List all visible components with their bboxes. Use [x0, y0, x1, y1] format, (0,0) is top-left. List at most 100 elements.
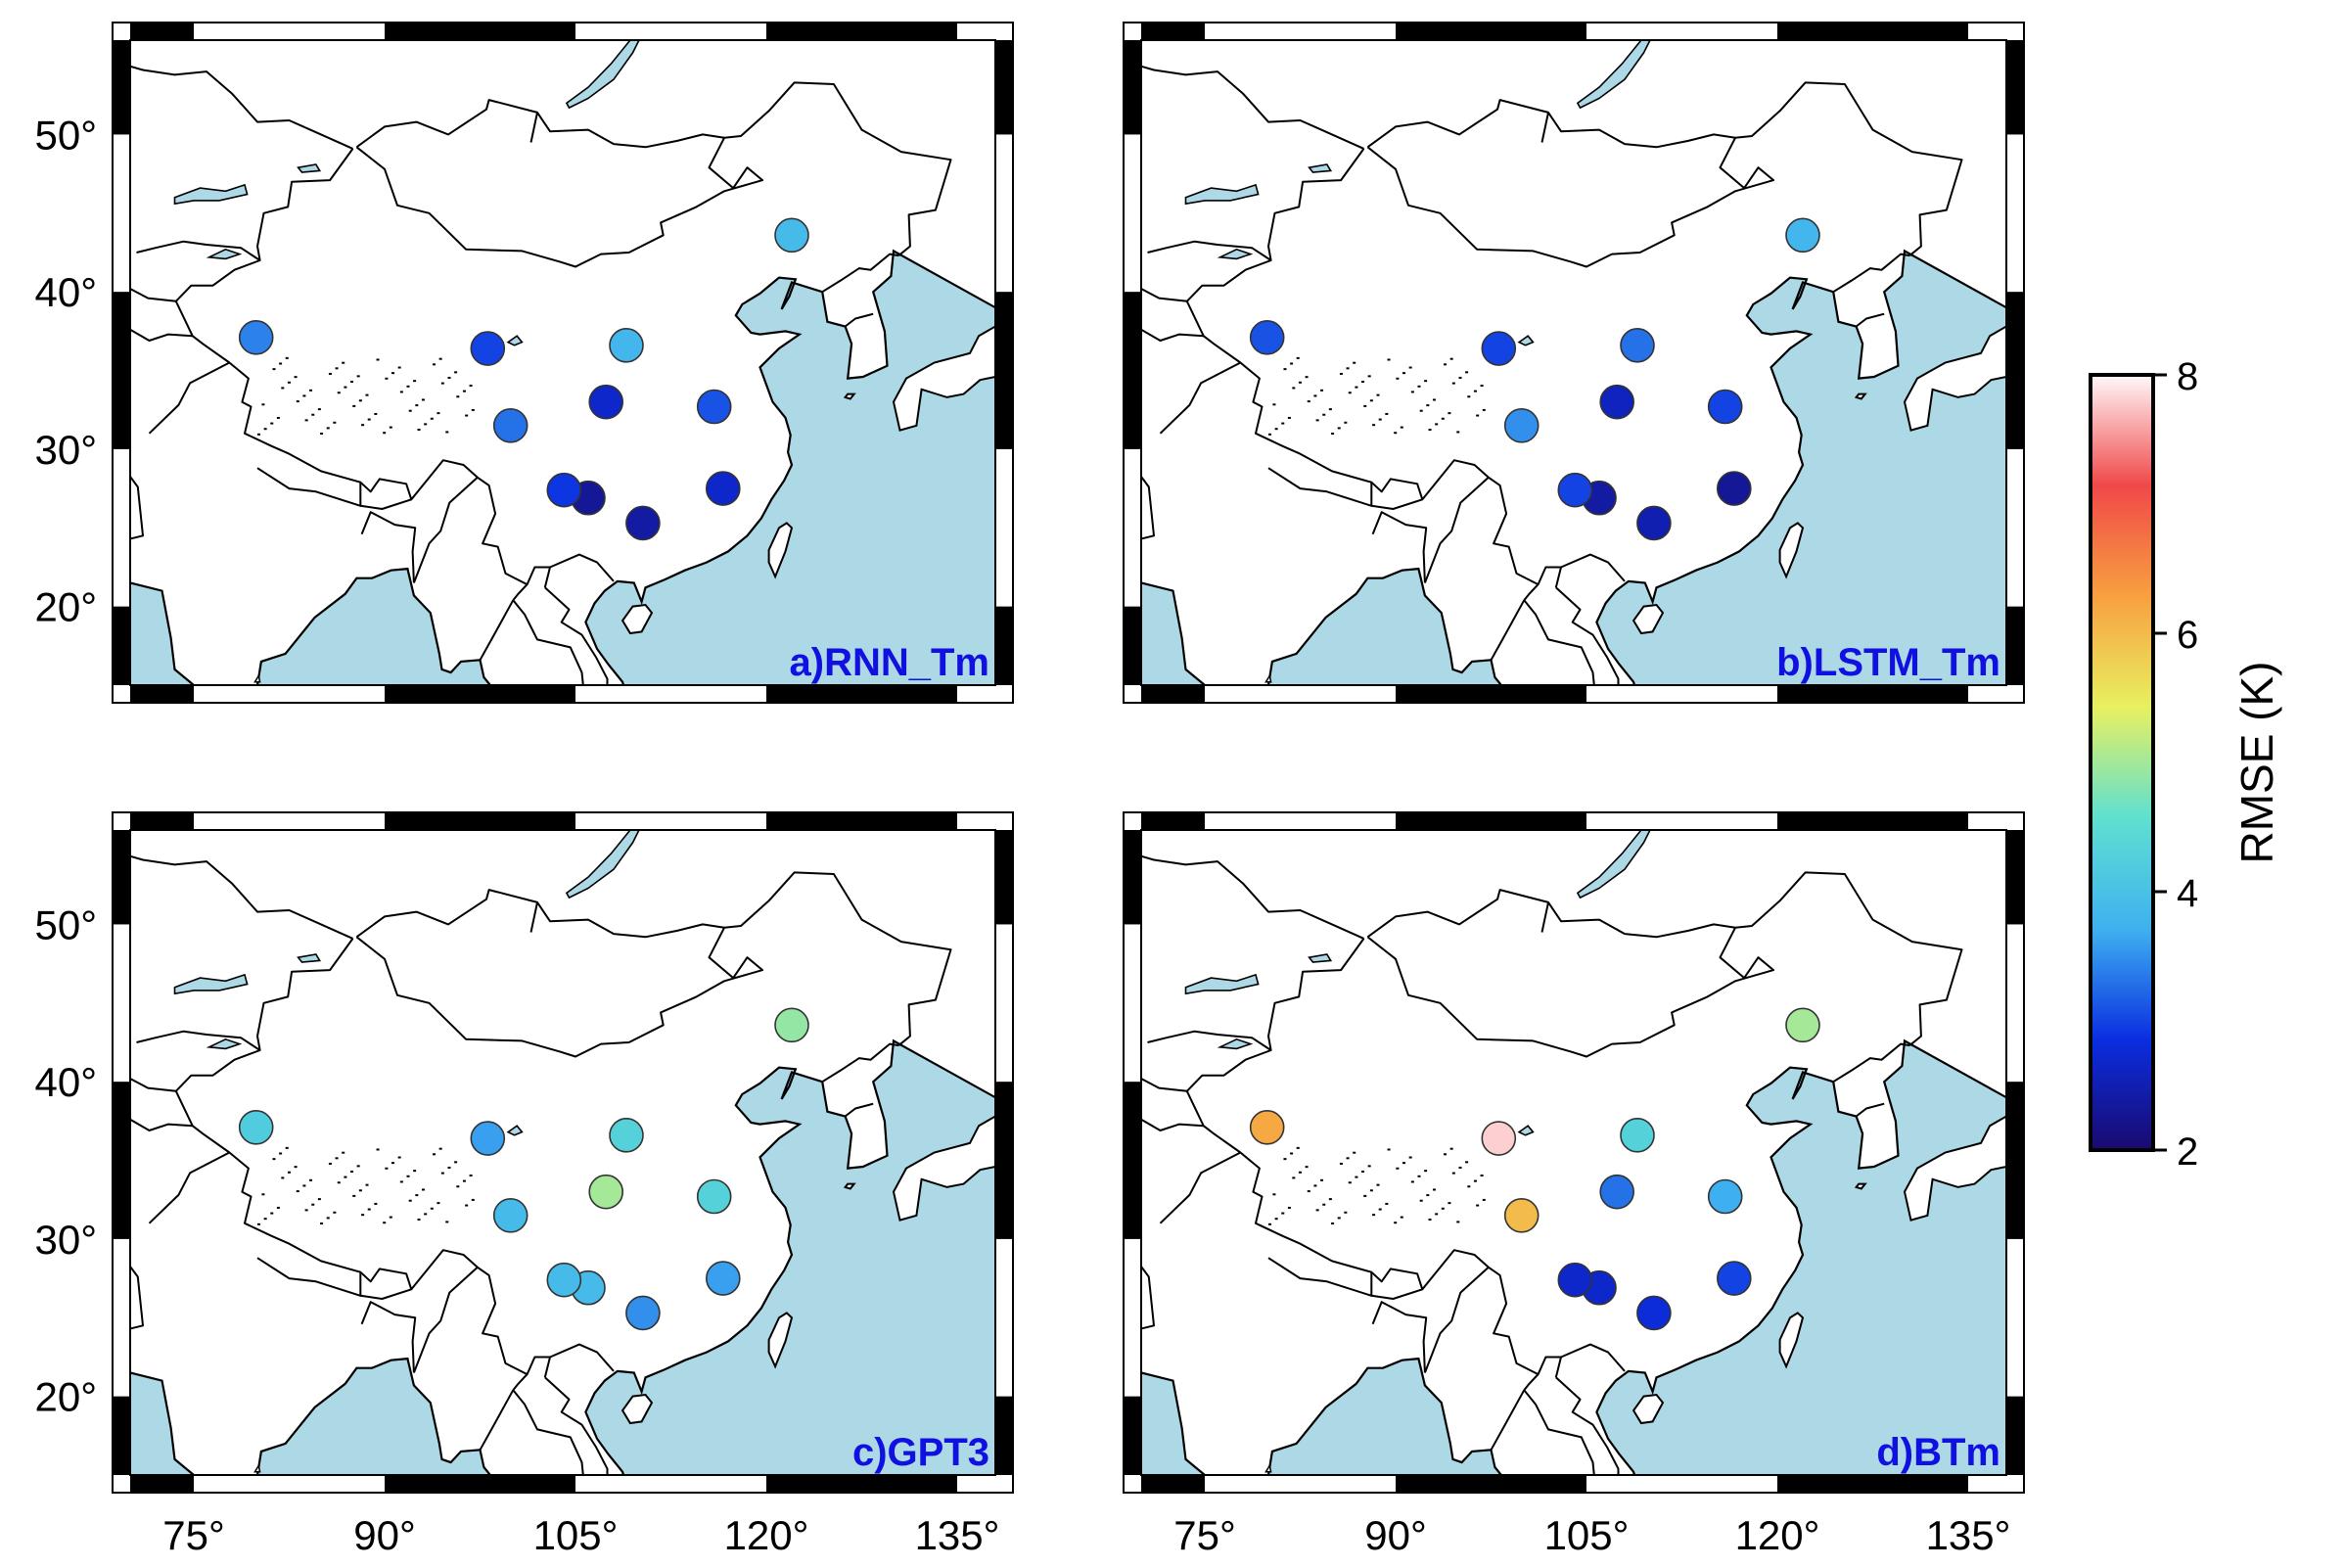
- lat-tick-label: 20°: [34, 584, 97, 630]
- small-lake: [413, 380, 417, 383]
- small-lake: [376, 358, 380, 361]
- small-lake: [317, 1198, 321, 1201]
- small-lake: [1307, 1190, 1310, 1193]
- country-border: [130, 1265, 144, 1330]
- ocean-arabian-sea: [1141, 1370, 1207, 1475]
- small-lake: [1339, 372, 1343, 375]
- country-border: [1540, 112, 1549, 143]
- station-marker: [696, 1178, 732, 1215]
- small-lake: [342, 361, 345, 364]
- country-border: [360, 511, 417, 583]
- small-lake: [1339, 1162, 1343, 1165]
- small-lake: [257, 1222, 260, 1225]
- small-lake: [1361, 380, 1365, 383]
- lake: [1184, 183, 1260, 206]
- country-border: [130, 287, 176, 302]
- small-lake: [335, 367, 339, 370]
- lon-tick-label: 120°: [1735, 1512, 1820, 1558]
- country-border: [1159, 361, 1241, 435]
- island: [767, 522, 794, 579]
- small-lake: [1353, 361, 1356, 364]
- colorbar-tick-label: 4: [2177, 872, 2198, 915]
- small-lake: [1296, 356, 1300, 359]
- small-lake: [356, 1165, 360, 1168]
- small-lake: [1272, 1193, 1276, 1196]
- small-lake: [1480, 385, 1484, 388]
- small-lake: [270, 422, 274, 425]
- small-lake: [1296, 1146, 1300, 1149]
- small-lake: [1417, 1175, 1421, 1177]
- small-lake: [424, 423, 428, 426]
- small-lake: [1428, 1219, 1432, 1222]
- small-lake: [361, 1214, 365, 1217]
- country-border: [1147, 1030, 1272, 1051]
- country-border: [1371, 1301, 1428, 1373]
- country-border: [1855, 312, 1885, 328]
- small-lake: [1376, 1183, 1380, 1186]
- small-lake: [1274, 1218, 1278, 1221]
- small-lake: [447, 1166, 451, 1169]
- station-marker: [1557, 1262, 1593, 1298]
- small-lake: [261, 1193, 265, 1196]
- country-border: [148, 361, 230, 435]
- station-marker: [705, 1261, 741, 1296]
- country-border: [543, 567, 551, 588]
- small-lake: [1476, 1204, 1480, 1207]
- small-lake: [397, 366, 401, 369]
- small-lake: [1444, 1153, 1448, 1156]
- country-border: [512, 1389, 584, 1475]
- map-panel: c)GPT3 20° 30° 40° 50° 75° 90° 105° 120° 135°: [34, 811, 1014, 1558]
- lake: [565, 830, 640, 899]
- station-marker: [1599, 384, 1634, 420]
- small-lake: [1346, 1157, 1350, 1160]
- small-lake: [430, 1207, 434, 1210]
- country-border: [412, 477, 479, 583]
- island: [620, 603, 654, 635]
- ocean-arabian-sea: [130, 580, 196, 685]
- small-lake: [1426, 404, 1430, 407]
- country-border: [1141, 475, 1155, 540]
- small-lake: [1298, 1171, 1302, 1174]
- country-border: [512, 1373, 529, 1391]
- station-marker: [1599, 1174, 1634, 1210]
- station-marker: [546, 472, 582, 508]
- station-marker: [1249, 1109, 1285, 1145]
- small-lake: [1355, 1176, 1358, 1178]
- small-lake: [296, 400, 299, 403]
- island: [620, 1393, 654, 1425]
- country-border: [512, 599, 584, 685]
- country-border: [412, 1267, 479, 1373]
- country-border: [174, 148, 615, 586]
- small-lake: [1322, 413, 1326, 416]
- small-lake: [1367, 375, 1371, 378]
- small-lake: [1337, 1217, 1341, 1220]
- station-marker: [1503, 1197, 1540, 1233]
- island: [1854, 392, 1867, 400]
- small-lake: [1292, 387, 1296, 390]
- map-frame: [1123, 811, 2025, 1494]
- country-border: [1366, 81, 1963, 268]
- station-marker: [238, 319, 274, 355]
- small-lake: [287, 1171, 291, 1174]
- small-lake: [1394, 432, 1398, 435]
- lake: [1217, 248, 1254, 260]
- country-border: [130, 1077, 176, 1092]
- station-marker: [1707, 1178, 1743, 1215]
- station-marker: [1481, 331, 1517, 366]
- small-lake: [1435, 423, 1439, 426]
- lake: [297, 953, 322, 963]
- small-lake: [417, 429, 421, 432]
- panel-label: d)BTm: [1876, 1431, 2000, 1474]
- country-border: [1366, 99, 1736, 149]
- small-lake: [1292, 1176, 1296, 1179]
- country-border: [479, 1389, 515, 1451]
- small-lake: [320, 1222, 324, 1225]
- country-border: [1832, 1042, 1910, 1084]
- island: [1632, 1393, 1665, 1425]
- country-border: [1141, 328, 1204, 342]
- small-lake: [328, 1162, 332, 1165]
- small-lake: [302, 1184, 306, 1187]
- small-lake: [1385, 412, 1389, 415]
- small-lake: [361, 424, 365, 427]
- small-lake: [1344, 1211, 1348, 1214]
